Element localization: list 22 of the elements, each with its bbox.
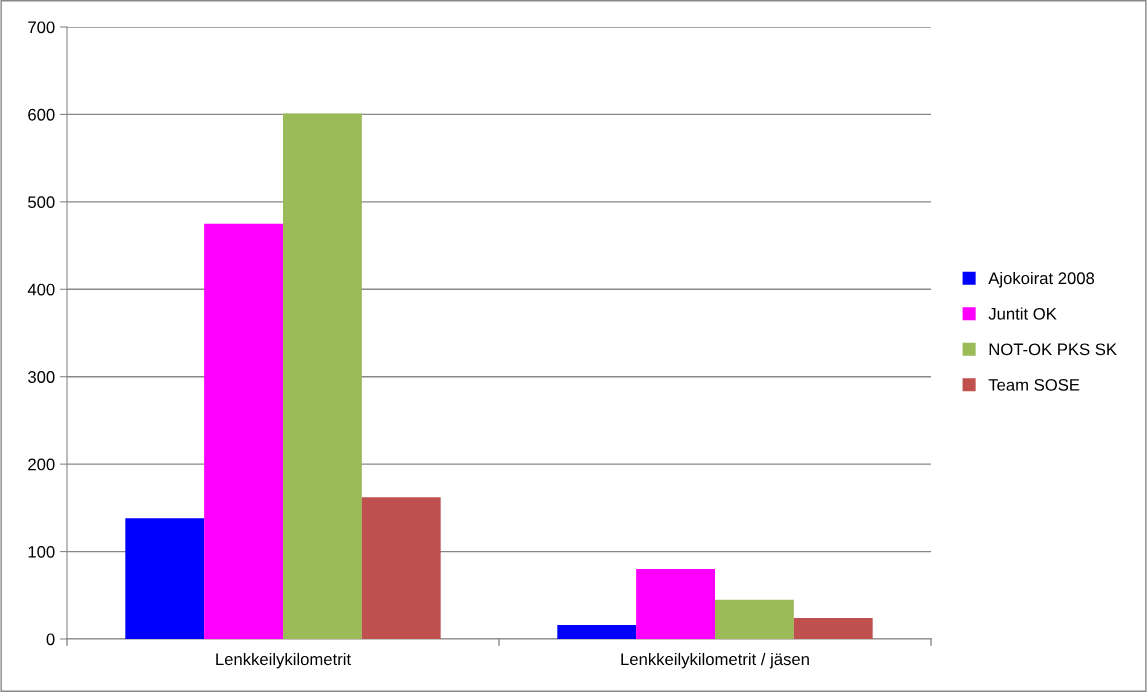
bar [125, 518, 205, 639]
y-tick-label: 600 [28, 108, 55, 121]
x-tick-label: Lenkkeilykilometrit / jäsen [621, 652, 809, 669]
bar [636, 569, 715, 639]
y-tick-label: 200 [28, 458, 55, 471]
legend-label: Team SOSE [988, 378, 1080, 391]
legend-label: Ajokoirat 2008 [988, 271, 1095, 288]
bar [361, 497, 441, 639]
y-tick-label: 0 [46, 633, 55, 646]
legend-label: NOT-OK PKS SK [989, 343, 1117, 356]
y-tick-label: 400 [27, 283, 55, 296]
bar [793, 618, 873, 639]
x-tick-label: Lenkkeilykilometrit [216, 652, 351, 669]
y-tick-label: 500 [28, 196, 55, 209]
y-tick-label: 100 [28, 545, 55, 558]
bar [204, 223, 283, 639]
y-tick-label: 300 [28, 371, 55, 383]
bar [557, 625, 637, 639]
y-tick-label: 700 [28, 21, 55, 34]
bar [283, 113, 362, 639]
legend-label: Juntit OK [988, 307, 1057, 320]
bar [715, 599, 794, 639]
